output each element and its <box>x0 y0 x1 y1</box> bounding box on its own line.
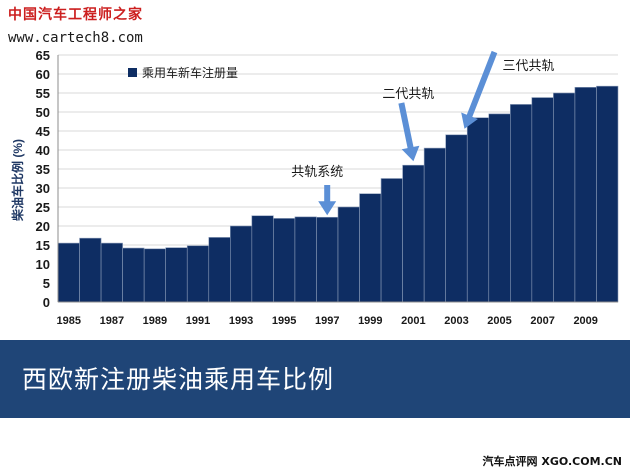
y-axis-label: 柴油车比例 (%) <box>10 139 25 222</box>
bar <box>251 215 274 303</box>
watermark-url: www.cartech8.com <box>8 30 143 46</box>
bar <box>230 225 253 303</box>
caption-bar: 西欧新注册柴油乘用车比例 <box>0 340 630 418</box>
bar <box>423 147 446 303</box>
x-tick-label: 1995 <box>272 315 296 327</box>
bar <box>488 113 511 303</box>
footer-credit: 汽车点评网 XGO.COM.CN <box>482 455 622 468</box>
bar <box>380 178 403 303</box>
y-tick-label: 50 <box>36 105 50 120</box>
x-tick-label: 2003 <box>444 315 468 327</box>
y-tick-label: 10 <box>36 257 50 272</box>
bar <box>359 193 382 303</box>
bar <box>143 248 166 303</box>
bar <box>165 247 188 303</box>
bar <box>100 242 123 303</box>
x-tick-label: 1999 <box>358 315 382 327</box>
bar <box>596 85 619 303</box>
x-tick-label: 1987 <box>100 315 124 327</box>
x-tick-label: 1989 <box>143 315 167 327</box>
bar <box>531 97 554 303</box>
bar <box>57 242 80 303</box>
annotation-label: 二代共轨 <box>382 86 434 101</box>
bar <box>122 247 145 303</box>
bar <box>294 216 317 303</box>
x-tick-labels: 1985 1987 1989 1991 1993 1995 1997 1999 2001 2003… <box>57 315 598 327</box>
x-tick-label: 2001 <box>401 315 425 327</box>
y-tick-label: 25 <box>36 200 50 215</box>
x-tick-label: 2005 <box>487 315 511 327</box>
bar <box>510 104 533 303</box>
legend: 乘用车新车注册量 <box>128 65 238 80</box>
x-tick-label: 1991 <box>186 315 210 327</box>
y-tick-label: 5 <box>43 276 50 291</box>
bars <box>57 85 619 303</box>
caption-title: 西欧新注册柴油乘用车比例 <box>22 365 335 394</box>
axes <box>57 55 618 303</box>
y-tick-label: 40 <box>36 143 50 158</box>
watermark-site-name: 中国汽车工程师之家 <box>8 7 143 23</box>
y-tick-label: 35 <box>36 162 50 177</box>
y-tick-label: 55 <box>36 86 50 101</box>
annotation-arrow <box>318 185 337 216</box>
annotation-arrow <box>461 50 498 129</box>
bar <box>445 134 468 303</box>
y-tick-label: 0 <box>43 295 50 310</box>
bar <box>208 237 231 303</box>
bar <box>316 216 339 303</box>
y-tick-label: 65 <box>36 48 50 63</box>
y-tick-label: 45 <box>36 124 50 139</box>
annotations: 共轨系统 二代共轨 三代共轨 <box>291 50 554 216</box>
y-tick-label: 60 <box>36 67 50 82</box>
x-tick-label: 2007 <box>530 315 554 327</box>
x-tick-label: 1997 <box>315 315 339 327</box>
bar <box>466 117 490 303</box>
annotation-label: 共轨系统 <box>291 164 343 179</box>
y-tick-label: 30 <box>36 181 50 196</box>
bar <box>402 164 425 303</box>
bar <box>553 92 576 303</box>
x-tick-label: 1993 <box>229 315 253 327</box>
bar <box>273 218 296 303</box>
annotation-label: 三代共轨 <box>502 58 554 73</box>
legend-swatch <box>128 68 137 77</box>
y-tick-label: 15 <box>36 238 50 253</box>
bar <box>574 87 597 303</box>
x-tick-label: 2009 <box>573 315 597 327</box>
bar <box>79 237 102 303</box>
y-tick-label: 20 <box>36 219 50 234</box>
x-tick-label: 1985 <box>57 315 81 327</box>
annotation-arrow <box>398 102 420 162</box>
legend-label: 乘用车新车注册量 <box>142 65 238 80</box>
bar <box>337 206 360 303</box>
y-tick-labels: 0 5 10 15 20 25 30 35 40 45 50 55 60 65 <box>36 48 50 310</box>
bar <box>186 245 210 303</box>
